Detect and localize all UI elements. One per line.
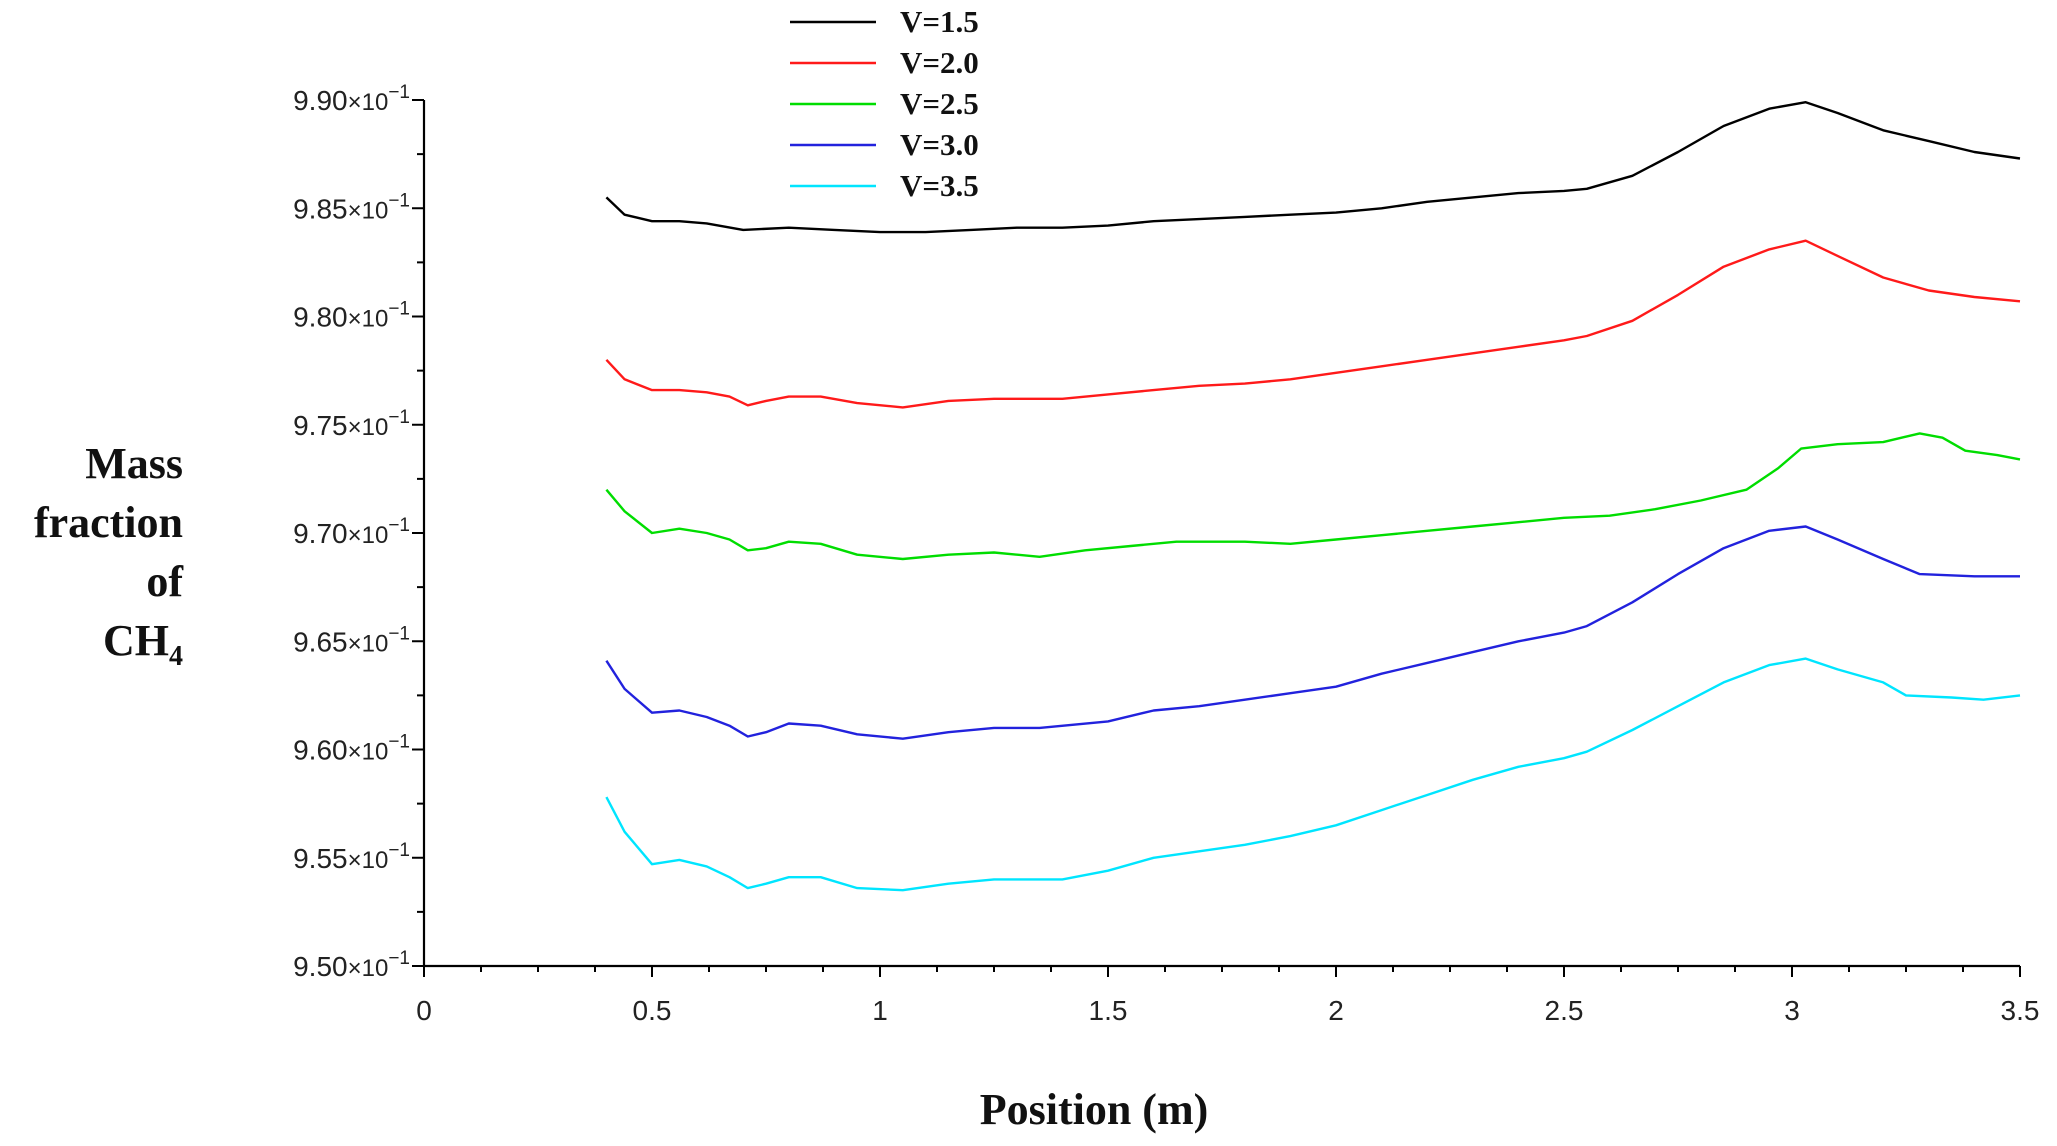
y-axis-title-subscript: 4 (169, 641, 183, 672)
y-tick-mantissa: 9.50 (293, 951, 348, 982)
y-tick-times: ×10 (348, 847, 389, 874)
series-line-v-3-5 (605, 657, 2021, 892)
series-line-v-2-0 (605, 239, 2021, 409)
legend-label-v-2-5: V=2.5 (900, 86, 979, 121)
series-line-v-2-5 (605, 432, 2021, 561)
y-tick-label: 9.60×10−1 (293, 732, 410, 766)
y-tick-label: 9.75×10−1 (293, 407, 410, 441)
y-tick-mantissa: 9.85 (293, 193, 348, 224)
y-tick-times: ×10 (348, 739, 389, 766)
series-line-v-1-5 (605, 101, 2021, 234)
x-tick-label: 1.5 (1089, 995, 1128, 1026)
y-tick-mantissa: 9.75 (293, 410, 348, 441)
y-tick-times: ×10 (348, 955, 389, 982)
y-tick-label: 9.85×10−1 (293, 190, 410, 224)
y-tick-times: ×10 (348, 197, 389, 224)
y-axis-title: Mass fraction of CH4 (34, 439, 184, 672)
y-tick-label: 9.50×10−1 (293, 948, 410, 982)
y-tick-label: 9.80×10−1 (293, 299, 410, 333)
y-tick-exponent: −1 (388, 407, 410, 428)
x-axis: 0 0.5 1 1.5 2 2.5 3 3.5 (416, 964, 2040, 1026)
y-tick-times: ×10 (348, 306, 389, 333)
y-tick-mantissa: 9.90 (293, 85, 348, 116)
y-tick-label: 9.90×10−1 (293, 82, 410, 116)
series-line-v-3-0 (605, 525, 2020, 740)
y-tick-exponent: −1 (388, 299, 410, 320)
y-tick-label: 9.65×10−1 (293, 623, 410, 657)
y-tick-times: ×10 (348, 630, 389, 657)
y-tick-label: 9.55×10−1 (293, 840, 410, 874)
y-tick-exponent: −1 (388, 623, 410, 644)
y-axis-title-line-2: fraction (34, 498, 183, 547)
y-tick-label: 9.70×10−1 (293, 515, 410, 549)
y-tick-times: ×10 (348, 89, 389, 116)
x-tick-label: 1 (872, 995, 888, 1026)
legend-label-v-3-5: V=3.5 (900, 168, 979, 203)
legend-label-v-2-0: V=2.0 (900, 45, 979, 80)
y-tick-mantissa: 9.80 (293, 302, 348, 333)
y-tick-exponent: −1 (388, 732, 410, 753)
legend: V=1.5 V=2.0 V=2.5 V=3.0 V=3.5 (790, 4, 979, 203)
series-layer (605, 101, 2021, 892)
x-tick-label: 2 (1328, 995, 1344, 1026)
y-axis-title-line-3: of (146, 557, 184, 606)
y-tick-exponent: −1 (388, 190, 410, 211)
y-axis: 9.50×10−19.55×10−19.60×10−19.65×10−19.70… (293, 82, 426, 982)
y-axis-title-line-1: Mass (85, 439, 183, 488)
y-tick-mantissa: 9.65 (293, 626, 348, 657)
y-tick-times: ×10 (348, 522, 389, 549)
y-tick-mantissa: 9.70 (293, 518, 348, 549)
y-tick-exponent: −1 (388, 840, 410, 861)
y-tick-mantissa: 9.60 (293, 735, 348, 766)
legend-label-v-3-0: V=3.0 (900, 127, 979, 162)
x-tick-label: 3.5 (2001, 995, 2040, 1026)
y-tick-times: ×10 (348, 414, 389, 441)
y-tick-exponent: −1 (388, 948, 410, 969)
x-tick-label: 0.5 (633, 995, 672, 1026)
y-axis-title-ch: CH (103, 616, 169, 665)
y-tick-mantissa: 9.55 (293, 843, 348, 874)
x-tick-label: 0 (416, 995, 432, 1026)
y-tick-exponent: −1 (388, 82, 410, 103)
x-axis-title: Position (m) (980, 1085, 1209, 1134)
x-tick-label: 2.5 (1545, 995, 1584, 1026)
y-tick-exponent: −1 (388, 515, 410, 536)
y-axis-title-line-4: CH4 (103, 616, 183, 672)
legend-label-v-1-5: V=1.5 (900, 4, 979, 39)
x-tick-label: 3 (1784, 995, 1800, 1026)
